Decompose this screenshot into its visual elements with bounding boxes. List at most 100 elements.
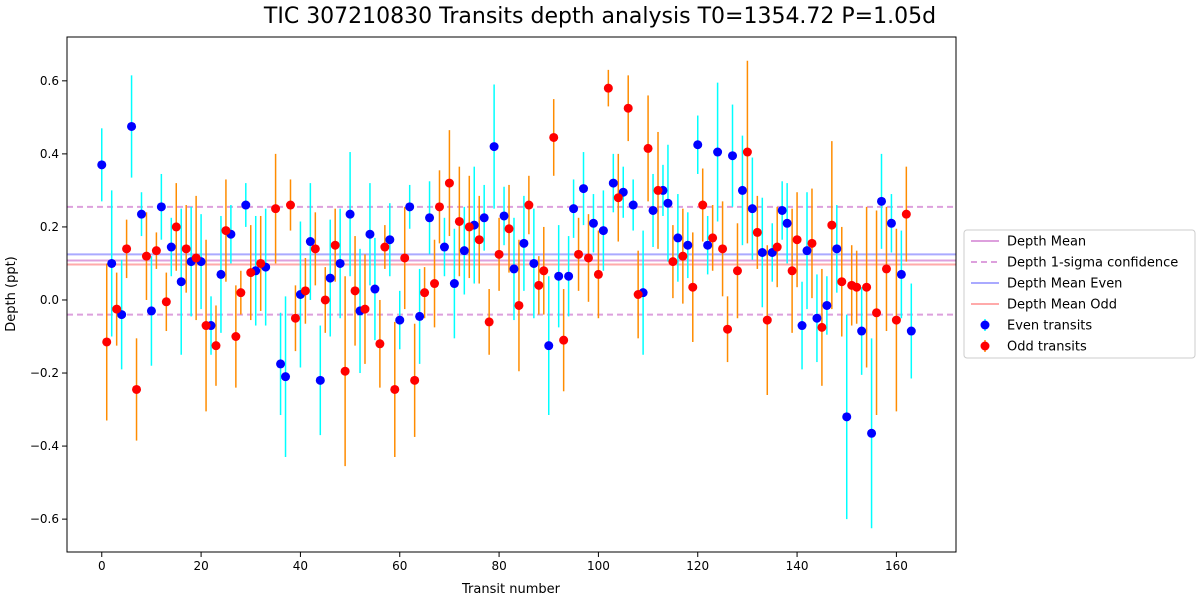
odd-transit-point [807,238,817,248]
even-transit-point [305,237,315,247]
odd-transit-point [246,268,256,278]
even-transit-point [569,204,579,214]
even-transit-point [693,140,703,150]
odd-transit-point [231,332,241,342]
odd-transit-point [474,235,484,245]
odd-transit-point [891,315,901,325]
x-tick-label: 140 [786,559,809,573]
even-transit-point [176,277,186,287]
odd-transit-point [698,200,708,210]
legend-label: Depth 1-sigma confidence [1007,256,1178,271]
chart-title: TIC 307210830 Transits depth analysis T0… [263,4,936,29]
odd-transit-point [454,216,464,226]
odd-transit-point [504,224,514,234]
odd-transit-point [633,290,643,299]
odd-transit-point [132,384,142,394]
even-transit-point [782,218,792,228]
even-transit-point [315,375,325,385]
odd-transit-point [837,277,847,287]
odd-transit-point [718,244,728,254]
y-axis-label: Depth (ppt) [4,256,19,331]
odd-transit-point [817,322,827,332]
odd-transit-point [787,266,797,276]
x-axis-label: Transit number [461,582,561,597]
even-transit-point [822,300,832,310]
odd-transit-point [653,185,663,195]
odd-transit-point [211,341,221,351]
even-transit-point [385,235,395,245]
even-transit-point [747,204,757,214]
odd-transit-point [827,220,837,230]
even-transit-point [648,205,658,215]
x-axis-ticks: 0 20 40 60 80 100 120 140 160 [98,552,908,573]
even-transit-point [166,242,176,252]
odd-transit-point [390,384,400,394]
odd-transit-point [122,244,132,254]
even-transit-point [544,341,554,351]
even-transit-point [146,306,156,316]
odd-transit-point [141,251,151,261]
odd-transit-point [792,235,802,245]
odd-transit-point [539,266,549,276]
odd-transit-point [434,202,444,212]
odd-transit-point [285,200,295,210]
even-transit-point [628,200,638,210]
odd-transit-point [524,200,534,210]
x-tick-label: 40 [293,559,308,573]
even-transit-point [812,313,822,323]
even-transit-point [365,229,375,239]
odd-transit-point [375,339,385,349]
even-transit-point [673,233,683,243]
even-transit-point [415,311,425,321]
legend-box [963,229,1196,359]
odd-transit-point [430,279,440,289]
odd-transit-point [668,257,678,267]
even-transit-point [345,209,355,219]
odd-transit-point [310,244,320,254]
odd-transit-point [872,308,882,318]
even-transit-point [683,240,693,250]
odd-transit-point [221,226,231,236]
even-transit-point [325,273,335,283]
y-tick-label: 0.2 [40,220,59,234]
even-transit-point [564,271,574,281]
odd-transit-point [484,317,494,327]
even-transit-point [107,258,117,268]
odd-transit-point [559,335,569,345]
even-transit-point [425,213,435,223]
odd-transit-point [494,249,504,259]
even-transit-point [663,198,673,208]
odd-transit-point [742,147,752,157]
odd-transit-point [708,233,718,243]
odd-transit-point [752,227,762,237]
odd-transit-point [574,249,584,259]
y-axis-ticks: −0.6 −0.4 −0.2 0.0 0.2 0.4 0.6 [30,74,67,526]
plot-frame [66,36,957,553]
even-transit-point [136,209,146,219]
y-tick-label: −0.4 [30,439,59,453]
odd-transit-point [643,143,653,153]
even-transit-point [797,321,807,331]
even-transit-point [777,205,787,215]
even-transit-point [842,412,852,422]
odd-transit-point [400,253,410,263]
even-transit-point [896,269,906,279]
odd-transit-point [330,240,340,250]
even-transit-point [519,238,529,248]
odd-transit-point [549,132,559,142]
y-tick-label: −0.2 [30,366,59,380]
odd-transit-point [583,253,593,263]
odd-transit-point [678,251,688,261]
odd-transit-point [360,304,370,314]
odd-transit-point [290,313,300,323]
odd-transit-point [256,258,266,268]
odd-transit-point [901,209,911,219]
odd-transit-point [171,222,181,232]
even-transit-point [276,359,286,369]
odd-transit-point [688,282,698,292]
even-transit-point [713,147,723,157]
even-transit-point [459,246,469,256]
odd-transit-point [762,315,772,325]
even-transit-point [439,242,449,252]
